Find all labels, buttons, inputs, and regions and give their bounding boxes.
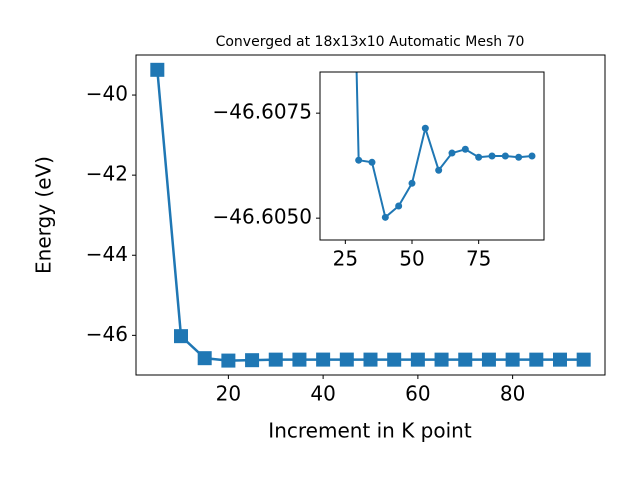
x-tick-label: 75 [466,247,491,271]
marker [381,213,389,221]
marker [339,352,354,367]
y-tick-label: −40 [86,82,128,106]
marker [245,353,260,368]
chart-title: Converged at 18x13x10 Automatic Mesh 70 [216,34,525,50]
axes-frame [319,71,545,241]
axes-frame [135,54,606,376]
marker [268,352,283,367]
marker [221,353,236,368]
marker [355,156,363,164]
marker [552,352,567,367]
x-tick-label: 25 [333,247,358,271]
marker [458,352,473,367]
marker [368,158,376,166]
y-tick-label: −46.6075 [213,100,312,124]
marker [475,153,483,161]
marker [150,62,165,77]
marker [501,152,509,160]
y-tick-label: −46 [86,322,128,346]
x-tick-label: 50 [399,247,424,271]
marker [408,179,416,187]
y-axis-label: Energy (eV) [32,156,56,274]
x-tick-label: 40 [310,382,335,406]
x-axis-label: Increment in K point [268,419,472,443]
series-line [355,72,533,220]
y-tick-label: −42 [86,162,128,186]
plot-area [355,72,536,221]
marker [481,352,496,367]
marker [505,352,520,367]
marker [197,351,212,366]
marker [461,145,469,153]
marker [363,352,378,367]
marker [174,329,189,344]
marker [528,152,536,160]
plot-area [150,62,591,368]
marker [435,166,443,174]
x-tick-label: 80 [500,382,525,406]
x-tick-label: 60 [405,382,430,406]
marker [448,149,456,157]
marker [576,352,591,367]
marker [515,153,523,161]
marker [316,352,331,367]
y-tick-label: −46.6050 [213,205,312,229]
marker [292,352,307,367]
x-tick-label: 20 [216,382,241,406]
marker [434,352,449,367]
marker [529,352,544,367]
marker [488,152,496,160]
marker [395,202,403,210]
marker [410,352,425,367]
marker [387,352,402,367]
y-tick-label: −44 [86,242,128,266]
marker [421,124,429,132]
